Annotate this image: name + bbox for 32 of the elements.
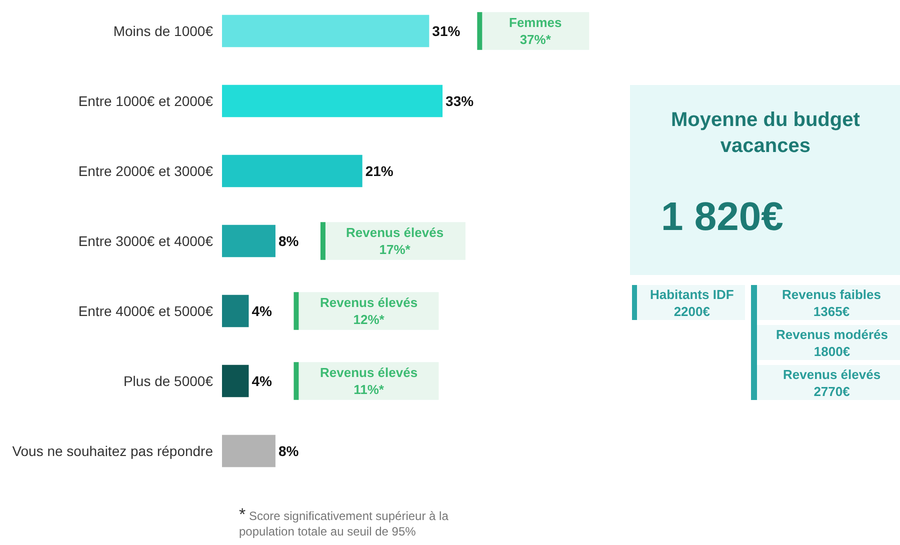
text: Habitants IDF 2200€	[650, 287, 734, 319]
y-tick-label: Entre 1000€ et 2000€	[78, 92, 214, 109]
text: Moyenne du budget vacances	[671, 109, 860, 157]
bar	[222, 84, 443, 118]
data-label: 31%	[432, 23, 461, 39]
data-label: 4%	[252, 303, 273, 319]
data-label: 4%	[252, 373, 273, 389]
y-tick-label: Vous ne souhaitez pas répondre	[12, 442, 214, 459]
y-tick-label: Entre 2000€ et 3000€	[78, 162, 214, 179]
text: Revenus faibles 1365€	[782, 287, 881, 319]
annotation: Revenus élevés 12%*	[320, 295, 418, 327]
data-label: 21%	[365, 163, 394, 179]
text: Revenus élevés 2770€	[783, 367, 881, 399]
text: Femmes 37%*	[509, 15, 562, 47]
bar	[222, 14, 430, 48]
bar	[222, 434, 276, 468]
bar	[222, 294, 249, 328]
y-tick-label: Entre 3000€ et 4000€	[78, 232, 214, 249]
text: * Score significativement supérieur à la population totale au seuil de 95%	[239, 505, 449, 539]
data-label: 33%	[446, 93, 474, 109]
data-label: 8%	[278, 443, 300, 459]
data-label: 8%	[278, 233, 300, 249]
bar	[222, 224, 276, 258]
annotation: Revenus élevés 17%*	[346, 225, 444, 257]
y-tick-label: Moins de 1000€	[113, 22, 214, 39]
text: Revenus modérés 1800€	[776, 327, 888, 359]
annotation: Revenus élevés 11%*	[320, 365, 418, 397]
bar	[222, 154, 362, 188]
text: 1 820€	[661, 195, 784, 239]
bar	[222, 364, 249, 398]
y-tick-label: Entre 4000€ et 5000€	[78, 302, 214, 319]
y-tick-label: Plus de 5000€	[123, 372, 214, 389]
